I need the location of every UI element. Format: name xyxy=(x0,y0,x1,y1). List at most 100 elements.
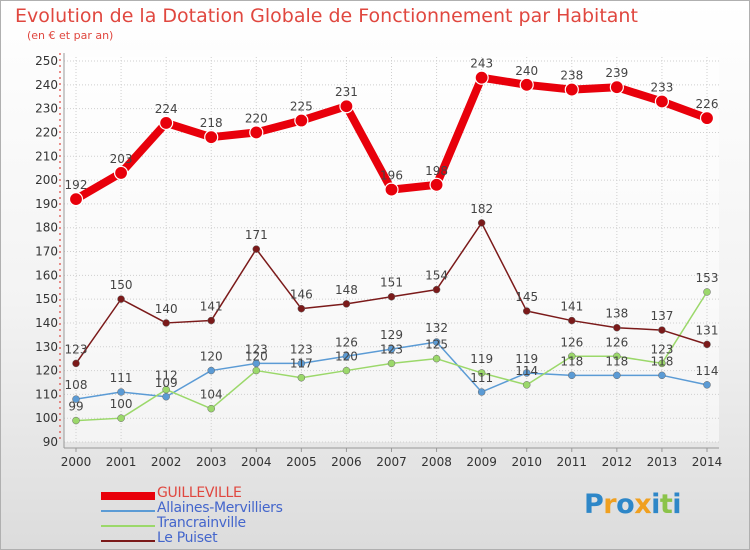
y-tick-label: 210 xyxy=(35,149,58,163)
data-label: 117 xyxy=(290,357,313,371)
data-point xyxy=(342,352,351,361)
data-label: 114 xyxy=(515,364,538,378)
data-point xyxy=(297,373,306,382)
data-label: 171 xyxy=(245,228,268,242)
x-tick-label: 2003 xyxy=(196,455,227,469)
chart-subtitle: (en € et par an) xyxy=(27,29,114,42)
data-label: 119 xyxy=(515,352,538,366)
data-label: 233 xyxy=(650,80,673,94)
data-point xyxy=(613,371,621,380)
legend-swatch xyxy=(101,492,155,500)
data-point xyxy=(117,414,125,422)
logo-letter: i xyxy=(651,489,660,520)
data-label: 123 xyxy=(65,342,88,356)
data-label: 123 xyxy=(650,342,673,356)
y-tick-label: 100 xyxy=(35,411,58,425)
data-label: 145 xyxy=(515,290,538,304)
y-tick-label: 110 xyxy=(35,387,58,401)
y-tick-label: 240 xyxy=(35,78,58,92)
data-point xyxy=(568,352,576,361)
data-label: 198 xyxy=(425,164,448,178)
x-tick-label: 2008 xyxy=(421,455,452,469)
data-point xyxy=(658,371,666,380)
data-point xyxy=(159,115,174,131)
data-point xyxy=(207,404,215,413)
data-point xyxy=(477,369,486,377)
data-label: 196 xyxy=(380,169,403,183)
data-point xyxy=(68,192,84,207)
x-tick-label: 2001 xyxy=(106,455,137,469)
data-label: 151 xyxy=(380,276,403,290)
data-label: 141 xyxy=(560,300,583,314)
y-tick-label: 250 xyxy=(35,54,58,68)
data-point xyxy=(568,371,576,380)
data-label: 226 xyxy=(696,97,719,111)
data-label: 123 xyxy=(380,342,403,356)
x-tick-label: 2004 xyxy=(241,455,272,469)
data-point xyxy=(384,182,399,197)
data-point xyxy=(658,326,666,334)
data-point xyxy=(207,316,215,325)
data-label: 104 xyxy=(200,388,223,402)
data-label: 141 xyxy=(200,300,223,314)
data-label: 132 xyxy=(425,321,448,335)
data-point xyxy=(294,113,309,128)
data-label: 218 xyxy=(200,116,223,130)
data-label: 125 xyxy=(425,338,448,352)
proxiti-logo: Proxiti xyxy=(584,489,682,520)
data-point xyxy=(252,366,261,375)
legend-label: GUILLEVILLE xyxy=(157,485,242,501)
logo-letter: o xyxy=(616,489,635,520)
data-point xyxy=(432,338,441,346)
legend-label: Trancrainville xyxy=(157,515,246,531)
data-label: 150 xyxy=(110,278,133,292)
x-tick-label: 2010 xyxy=(511,455,542,469)
y-tick-label: 230 xyxy=(35,102,58,116)
x-tick-label: 2012 xyxy=(602,455,633,469)
data-point xyxy=(162,385,170,394)
logo-letter: i xyxy=(672,489,682,520)
data-point xyxy=(699,111,715,126)
data-label: 138 xyxy=(605,307,628,321)
data-point xyxy=(658,359,666,368)
data-point xyxy=(297,304,306,313)
data-label: 238 xyxy=(560,69,583,83)
data-point xyxy=(117,295,125,303)
data-label: 118 xyxy=(605,354,628,368)
data-label: 240 xyxy=(515,64,538,78)
y-tick-label: 200 xyxy=(35,173,58,187)
data-label: 131 xyxy=(696,323,719,337)
data-label: 111 xyxy=(110,371,133,385)
data-point xyxy=(387,345,396,353)
y-tick-label: 180 xyxy=(35,221,58,235)
y-tick-label: 150 xyxy=(35,292,58,306)
data-label: 109 xyxy=(155,376,178,390)
data-point xyxy=(613,352,621,361)
data-point xyxy=(522,381,531,389)
y-tick-label: 190 xyxy=(35,197,58,211)
data-label: 224 xyxy=(155,102,178,116)
data-point xyxy=(609,80,624,95)
data-point xyxy=(249,125,264,140)
data-point xyxy=(477,388,486,396)
data-label: 120 xyxy=(200,350,223,364)
data-point xyxy=(519,77,534,92)
data-label: 120 xyxy=(245,350,268,364)
data-label: 123 xyxy=(245,342,268,356)
data-label: 111 xyxy=(470,371,493,385)
data-label: 140 xyxy=(155,302,178,316)
data-point xyxy=(207,366,215,375)
data-label: 120 xyxy=(335,350,358,364)
data-label: 119 xyxy=(470,352,493,366)
data-label: 153 xyxy=(696,271,719,285)
data-point xyxy=(432,285,441,294)
data-label: 220 xyxy=(245,111,268,125)
y-tick-label: 160 xyxy=(35,268,58,282)
data-point xyxy=(339,99,354,114)
chart-title: Evolution de la Dotation Globale de Fonc… xyxy=(15,5,638,27)
data-point xyxy=(613,323,621,332)
data-label: 112 xyxy=(155,369,178,383)
legend-swatch xyxy=(101,510,155,512)
